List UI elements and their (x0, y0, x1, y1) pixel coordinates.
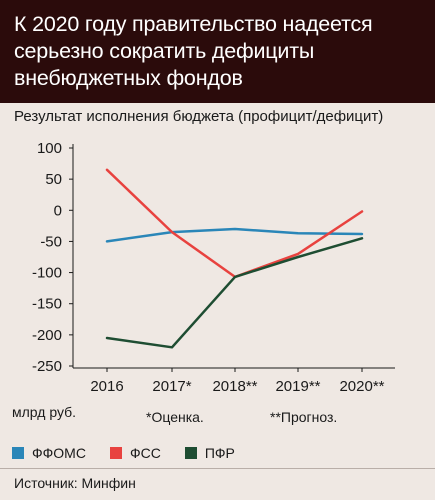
legend-swatch-ffoms (12, 447, 24, 459)
note-estimate: *Оценка. (146, 409, 204, 425)
legend-label-ffoms: ФФОМС (32, 445, 86, 461)
footer-divider (0, 468, 435, 469)
note-forecast: **Прогноз. (270, 409, 338, 425)
y-tick-label: 0 (54, 202, 62, 219)
y-tick-label: -50 (40, 233, 62, 250)
source-note: Источник: Минфин (14, 475, 136, 491)
x-tick-label: 2019** (275, 378, 320, 395)
x-tick-label: 2016 (90, 378, 123, 395)
series-line-pfr (105, 237, 364, 349)
y-tick-label: -250 (32, 358, 62, 375)
y-unit-label: млрд руб. (12, 404, 77, 420)
legend-item-pfr: ПФР (184, 445, 235, 461)
legend-label-fss: ФСС (129, 445, 161, 461)
legend: ФФОМС ФСС ПФР (12, 444, 259, 462)
y-tick-label: -150 (32, 296, 62, 313)
series-line-fss (105, 168, 364, 279)
legend-item-fss: ФСС (109, 445, 161, 461)
legend-label-pfr: ПФР (204, 445, 235, 461)
x-tick-label: 2017* (152, 378, 191, 395)
y-tick-label: 100 (37, 140, 62, 157)
line-chart: 100 50 0 -50 -100 -150 -200 -250 2016 2017* 2018**… (32, 140, 395, 395)
series-line-ffoms (105, 227, 364, 243)
x-tick-label: 2018** (212, 378, 257, 395)
title-banner: К 2020 году правительство надеется серье… (0, 0, 435, 103)
x-tick-label: 2020** (339, 378, 384, 395)
chart-subtitle: Результат исполнения бюджета (профицит/д… (14, 108, 384, 125)
legend-swatch-fss (109, 447, 122, 459)
legend-swatch-pfr (184, 447, 197, 459)
y-tick-label: 50 (45, 171, 62, 188)
legend-item-ffoms: ФФОМС (12, 445, 86, 461)
y-tick-label: -100 (32, 265, 62, 282)
chart-title: К 2020 году правительство надеется серье… (14, 12, 373, 90)
y-tick-label: -200 (32, 327, 62, 344)
